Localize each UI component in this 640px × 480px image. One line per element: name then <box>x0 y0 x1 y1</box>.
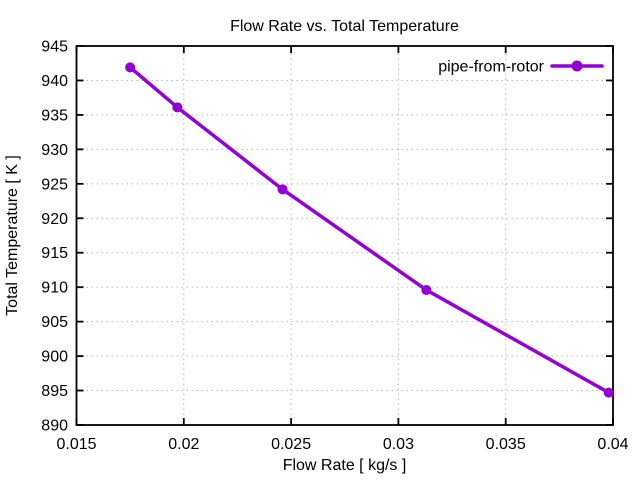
data-point-marker <box>421 284 432 295</box>
grid-layer <box>76 45 614 426</box>
series-line <box>128 65 611 395</box>
x-tick-label: 0.015 <box>56 436 96 453</box>
x-tick-label: 0.03 <box>383 436 414 453</box>
y-tick-label: 920 <box>41 211 68 228</box>
x-tick-label: 0.035 <box>486 436 526 453</box>
x-tick-label: 0.025 <box>271 436 311 453</box>
x-axis-label: Flow Rate [ kg/s ] <box>283 457 407 474</box>
chart-title: Flow Rate vs. Total Temperature <box>230 18 459 35</box>
legend-sample <box>550 60 604 72</box>
legend-label: pipe-from-rotor <box>438 59 544 76</box>
data-point-marker <box>603 387 614 398</box>
y-tick-label: 945 <box>41 39 68 56</box>
y-tick-label: 910 <box>41 280 68 297</box>
series-layer <box>125 62 614 398</box>
x-tick-label: 0.02 <box>168 436 199 453</box>
y-tick-label: 930 <box>41 142 68 159</box>
data-point-marker <box>277 184 288 195</box>
data-point-marker <box>172 102 183 113</box>
legend: pipe-from-rotor <box>438 59 604 76</box>
y-tick-label: 905 <box>41 314 68 331</box>
y-tick-label: 935 <box>41 107 68 124</box>
x-tick-label: 0.04 <box>597 436 628 453</box>
y-tick-label: 915 <box>41 245 68 262</box>
y-axis-label: Total Temperature [ K ] <box>4 155 21 316</box>
data-point-marker <box>125 62 136 73</box>
legend-sample-marker <box>571 60 583 72</box>
y-tick-label: 890 <box>41 418 68 435</box>
y-tick-label: 940 <box>41 73 68 90</box>
y-tick-label: 895 <box>41 383 68 400</box>
y-tick-label: 925 <box>41 176 68 193</box>
plot-border <box>75 45 614 426</box>
y-tick-label: 900 <box>41 349 68 366</box>
axis-layer: 0.015 0.02 0.025 0.03 0.035 0.04 890 895 900 905 9… <box>41 39 628 454</box>
